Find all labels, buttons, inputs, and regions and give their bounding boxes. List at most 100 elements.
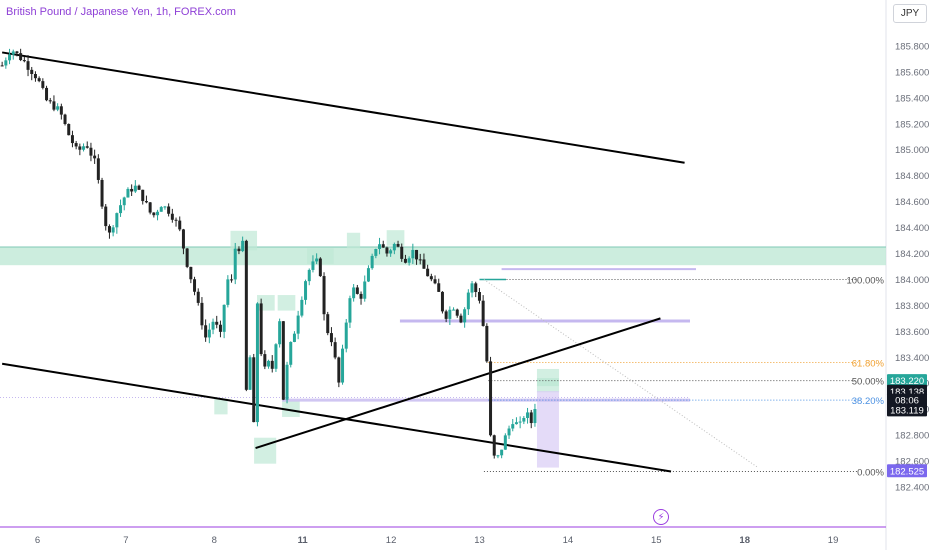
candle-body (241, 240, 245, 252)
support-zone (0, 247, 886, 266)
chart-title: British Pound / Japanese Yen, 1h, FOREX.… (6, 6, 236, 18)
candle-body (529, 412, 533, 424)
candle-body (429, 276, 433, 280)
candle-body (196, 291, 200, 303)
time-tick-label: 15 (651, 535, 662, 546)
candle-body (255, 303, 259, 423)
time-tick-label: 13 (474, 535, 485, 546)
time-tick-label: 12 (386, 535, 397, 546)
candle-body (485, 325, 489, 362)
candle-body (392, 243, 396, 251)
candle-body (396, 243, 400, 247)
price-tag (887, 403, 927, 417)
candle-body (492, 435, 496, 456)
time-tick-label: 7 (123, 535, 128, 546)
projection-box (536, 391, 559, 468)
candle-body (407, 258, 411, 263)
fib-level-label: 50.00% (852, 377, 885, 388)
candle-body (70, 135, 74, 144)
candle-body (222, 304, 226, 332)
candle-body (89, 147, 93, 156)
candle-body (300, 299, 304, 316)
candle-body (318, 258, 322, 277)
price-tick-label: 182.800 (895, 431, 929, 442)
candle-body (503, 435, 507, 450)
candle-body (22, 60, 26, 62)
candle-body (82, 146, 86, 150)
candle-body (281, 321, 285, 400)
candle-body (248, 357, 252, 390)
candle-body (141, 189, 145, 202)
candle-body (174, 219, 178, 221)
candle-body (296, 315, 300, 334)
candle-body (185, 248, 189, 267)
candle-body (104, 206, 108, 227)
price-tick-label: 184.600 (895, 197, 929, 208)
candle-body (500, 449, 504, 456)
candle-body (96, 158, 100, 180)
candle-body (329, 333, 333, 343)
lightning-bolt-icon[interactable]: ⚡ (653, 509, 669, 525)
fib-level-label: 100.00% (846, 275, 884, 286)
candle-body (218, 324, 222, 332)
candle-body (511, 424, 515, 429)
candle-body (8, 54, 12, 61)
price-tick-label: 183.800 (895, 301, 929, 312)
candle-body (78, 146, 82, 150)
candle-body (459, 315, 463, 323)
price-tick-label: 183.600 (895, 327, 929, 338)
candle-body (307, 269, 311, 282)
candle-body (115, 213, 119, 228)
time-tick-label: 8 (212, 535, 217, 546)
candle-body (56, 106, 60, 110)
price-tag-label: 183.220 (890, 376, 924, 387)
price-tick-label: 184.200 (895, 249, 929, 260)
candle-body (85, 146, 89, 148)
candle-body (448, 309, 452, 319)
time-tick-label: 6 (35, 535, 40, 546)
candle-body (326, 314, 330, 334)
currency-badge[interactable]: JPY (893, 4, 927, 23)
pivot-marker (214, 398, 228, 415)
candle-body (111, 227, 115, 233)
candle-body (107, 226, 111, 233)
candle-body (363, 281, 367, 299)
candle-body (474, 283, 478, 293)
price-tag (887, 374, 927, 388)
candle-body (526, 412, 530, 418)
candle-body (378, 244, 382, 249)
candle-body (400, 246, 404, 259)
candle-body (514, 422, 518, 425)
price-tick-label: 184.800 (895, 171, 929, 182)
pivot-marker (346, 232, 361, 249)
candle-body (137, 185, 141, 190)
candle-body (159, 207, 163, 212)
candle-body (470, 283, 474, 293)
price-tag-label: 183.119 (890, 405, 924, 416)
candle-body (167, 206, 171, 214)
candle-body (274, 344, 278, 369)
candle-body (366, 268, 370, 282)
candle-body (100, 179, 104, 207)
candle-body (440, 291, 444, 312)
candle-body (311, 261, 315, 270)
candle-body (270, 360, 274, 369)
pivot-marker (386, 230, 405, 246)
candle-body (267, 360, 271, 367)
price-tick-label: 184.000 (895, 275, 929, 286)
candle-body (403, 258, 407, 263)
candles (0, 48, 537, 459)
pivot-marker (282, 401, 300, 417)
candle-body (418, 259, 422, 261)
candle-body (533, 409, 537, 424)
candle-body (41, 81, 45, 88)
price-tag-label: 182.525 (890, 466, 924, 477)
candle-body (226, 279, 230, 305)
candle-body (152, 212, 156, 216)
candle-body (59, 106, 63, 115)
price-tag (887, 464, 927, 478)
pivot-marker (230, 230, 258, 251)
candle-body (233, 248, 237, 280)
